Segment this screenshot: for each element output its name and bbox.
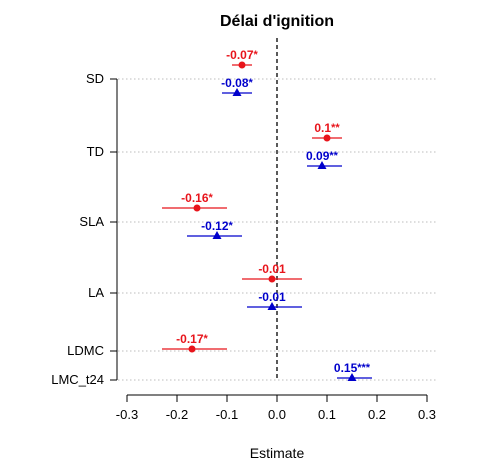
data-label: 0.15*** [334, 361, 371, 375]
significance-stars: * [204, 333, 209, 345]
y-tick-label: LA [88, 285, 104, 300]
data-label: -0.12* [201, 219, 233, 233]
x-tick-label: -0.2 [166, 407, 188, 422]
axes: SD TD SLA LA LDMC LMC_t24 -0.3 -0.2 -0.1 0.0 0.1 0.… [51, 71, 436, 422]
x-tick-label: 0.0 [268, 407, 286, 422]
x-tick-label: 0.3 [418, 407, 436, 422]
y-tick-label: TD [87, 144, 104, 159]
data-label: -0.08* [221, 76, 253, 90]
x-tick-label: 0.2 [368, 407, 386, 422]
x-tick-label: -0.1 [216, 407, 238, 422]
data-label: 0.09** [306, 149, 339, 163]
y-tick-label: SD [86, 71, 104, 86]
chart-title: Délai d'ignition [220, 13, 334, 30]
significance-stars: *** [357, 362, 371, 374]
point-circle [189, 346, 196, 353]
data-label: -0.01 [258, 262, 286, 276]
data-label: 0.1** [314, 121, 340, 135]
y-tick-label: SLA [79, 214, 104, 229]
point-circle [324, 135, 331, 142]
point-circle [269, 276, 276, 283]
point-circle [239, 62, 246, 69]
data-label: -0.01 [258, 290, 286, 304]
y-tick-label: LDMC [67, 343, 104, 358]
x-axis-label: Estimate [250, 445, 305, 461]
significance-stars: * [249, 77, 254, 89]
significance-stars: * [229, 220, 234, 232]
y-tick-label: LMC_t24 [51, 372, 104, 387]
x-tick-label: -0.3 [116, 407, 138, 422]
significance-stars: ** [329, 150, 338, 162]
data-label: -0.16* [181, 191, 213, 205]
significance-stars: ** [331, 122, 340, 134]
significance-stars: * [254, 49, 259, 61]
data-label: -0.07* [226, 48, 258, 62]
point-circle [194, 205, 201, 212]
x-tick-label: 0.1 [318, 407, 336, 422]
data-label: -0.17* [176, 332, 208, 346]
marks: -0.07* 0.1** -0.16* -0.01 -0.17* -0.08* 0.09**… [162, 48, 372, 381]
significance-stars: * [209, 192, 214, 204]
